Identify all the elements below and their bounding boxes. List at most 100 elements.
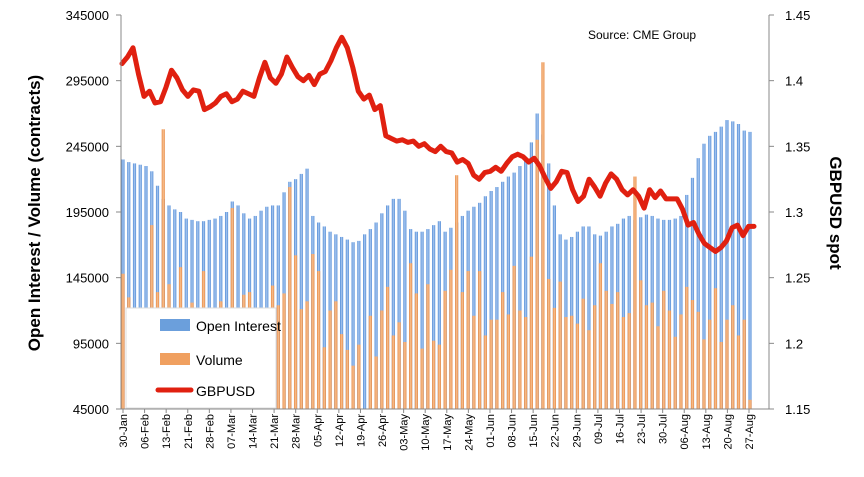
volume-bar [552,307,557,409]
volume-bar [276,305,280,409]
x-tick-label: 07-Mar [226,414,238,449]
open-interest-bar [299,173,303,409]
gbpusd-line [119,34,757,254]
right-tick-label: 1.25 [785,271,810,286]
x-tick-label: 08-Jun [507,414,519,448]
x-tick-label: 29-Jun [571,414,583,448]
volume-bar [736,335,741,409]
open-interest-bar [138,164,142,409]
open-interest-bar [627,215,631,409]
volume-bar [673,336,677,409]
open-interest-bar [403,210,407,409]
volume-bar [570,315,574,409]
volume-bar [334,301,338,409]
x-tick-label: 21-Feb [183,414,195,449]
left-tick-label: 295000 [66,74,109,89]
volume-bar [288,187,292,409]
x-tick-label: 24-May [463,414,475,451]
open-interest-bar [363,234,367,409]
volume-bar [282,293,286,409]
x-tick-label: 12-Apr [334,414,346,447]
x-tick-label: 17-May [442,414,454,451]
x-tick-label: 06-Feb [140,414,152,449]
open-interest-bar [731,121,735,409]
volume-bar [340,334,344,409]
volume-bar [547,278,551,409]
volume-bar [685,286,689,409]
open-interest-bar [673,218,677,409]
left-tick-label: 45000 [73,402,109,417]
gbpusd-line-layer [119,34,757,254]
volume-bar [472,315,476,409]
open-interest-bar [736,124,741,410]
volume-bar [650,302,654,409]
volume-bar [633,176,637,409]
volume-bar [322,347,326,409]
volume-bar [581,298,585,409]
x-tick-label: 23-Jul [636,414,648,444]
open-interest-bar [132,163,137,409]
left-tick-label: 145000 [66,271,109,286]
volume-bar [293,255,298,409]
open-interest-bar [708,135,712,409]
volume-bar [299,309,303,409]
open-interest-bar [374,222,378,409]
volume-bar [345,349,349,409]
open-interest-bar [587,226,591,409]
right-tick-label: 1.45 [785,8,810,23]
open-interest-bar [679,215,683,409]
volume-bar [529,256,533,409]
open-interest-bar [391,198,395,409]
x-tick-label: 14-Mar [248,414,260,449]
open-interest-bar [552,205,557,409]
open-interest-bar [397,198,401,409]
legend: Open Interest Volume GBPUSD [125,307,281,409]
x-tick-label: 28-Mar [291,414,303,449]
volume-bar [478,271,482,409]
open-interest-bar [357,240,361,409]
left-tick-label: 245000 [66,139,109,154]
source-label: Source: CME Group [588,28,696,42]
volume-bar [558,281,562,409]
legend-label-volume: Volume [196,352,243,368]
volume-bar [409,263,413,409]
open-interest-bar [144,166,148,409]
right-tick-label: 1.2 [785,336,803,351]
volume-bar [598,263,603,409]
volume-bar [593,305,597,409]
volume-bar [667,310,672,409]
open-interest-bar [322,226,326,409]
x-tick-label: 19-Apr [355,414,367,447]
volume-bar [512,265,516,409]
legend-swatch-open-interest [160,319,190,331]
volume-bar [420,348,424,409]
volume-bar [627,313,631,409]
volume-bar [426,284,430,409]
open-interest-bar [472,206,476,409]
volume-bar [403,342,407,409]
volume-bar [656,326,660,409]
x-tick-label: 15-Jun [528,414,540,448]
volume-bar [357,344,361,409]
volume-bar [316,271,321,409]
open-interest-bar [702,143,706,409]
volume-bar [414,293,418,409]
volume-bar [748,399,752,409]
volume-bar [501,292,505,409]
open-interest-bar [236,205,240,409]
volume-bar [460,292,464,409]
volume-bar [449,269,453,409]
open-interest-bar [742,130,746,409]
volume-bar [518,310,522,409]
volume-bar [443,290,447,409]
open-interest-bar [575,231,580,409]
right-tick-label: 1.3 [785,205,803,220]
volume-bar [616,292,620,409]
volume-bar [121,273,125,409]
volume-bar [161,129,165,409]
open-interest-bar [340,236,344,409]
volume-bar [432,340,436,409]
right-axis-ticks: 1.45 1.4 1.35 1.3 1.25 1.2 1.15 [769,8,810,417]
volume-bar [541,62,545,409]
volume-bar [690,299,695,409]
